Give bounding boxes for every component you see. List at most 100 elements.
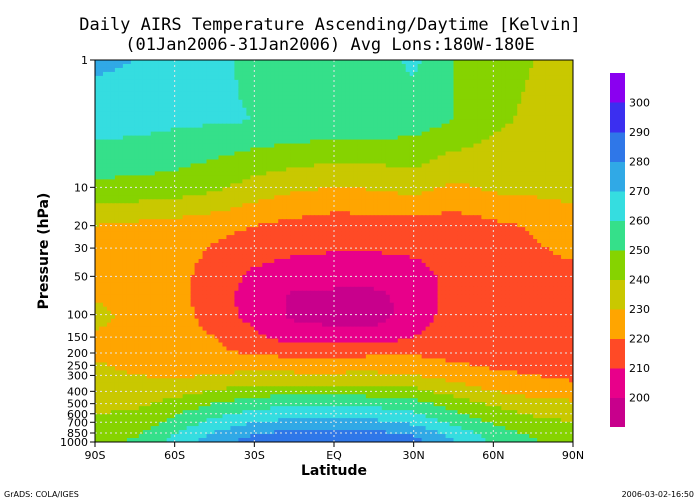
contour-cell xyxy=(226,155,232,161)
contour-cell xyxy=(266,155,271,161)
contour-cell xyxy=(302,99,307,105)
contour-cell xyxy=(95,191,100,196)
contour-cell xyxy=(254,167,259,173)
contour-cell xyxy=(162,127,168,133)
contour-cell xyxy=(266,95,271,101)
contour-cell xyxy=(234,175,239,180)
contour-cell xyxy=(389,107,395,113)
contour-cell xyxy=(178,195,184,200)
contour-cell xyxy=(122,115,128,121)
contour-cell xyxy=(254,199,259,204)
contour-cell xyxy=(569,71,573,77)
contour-cell xyxy=(162,155,168,161)
contour-cell xyxy=(357,135,363,141)
contour-cell xyxy=(118,119,124,125)
contour-cell xyxy=(469,99,475,105)
contour-cell xyxy=(565,143,570,149)
contour-cell xyxy=(469,199,475,204)
contour-cell xyxy=(373,171,379,176)
contour-cell xyxy=(214,60,220,65)
contour-cell xyxy=(521,203,526,208)
contour-cell xyxy=(306,95,311,101)
contour-cell xyxy=(214,155,220,161)
contour-cell xyxy=(473,191,478,196)
contour-cell xyxy=(433,87,439,93)
contour-cell xyxy=(489,123,494,129)
contour-cell xyxy=(405,147,411,153)
contour-cell xyxy=(393,219,399,224)
contour-cell xyxy=(278,83,283,89)
contour-cell xyxy=(242,167,247,173)
contour-cell xyxy=(166,75,172,81)
contour-cell xyxy=(357,99,363,105)
contour-cell xyxy=(485,103,490,109)
contour-cell xyxy=(445,83,451,89)
contour-cell xyxy=(234,199,239,204)
contour-cell xyxy=(258,99,263,105)
contour-cell xyxy=(198,175,204,180)
contour-cell xyxy=(226,119,232,125)
contour-cell xyxy=(146,60,152,65)
contour-cell xyxy=(401,115,407,121)
contour-cell xyxy=(417,99,423,105)
contour-cell xyxy=(122,199,128,204)
contour-cell xyxy=(529,67,534,73)
contour-cell xyxy=(142,75,148,81)
contour-cell xyxy=(365,207,371,212)
contour-cell xyxy=(274,71,279,77)
contour-cell xyxy=(106,159,112,165)
contour-cell xyxy=(186,155,192,161)
contour-cell xyxy=(202,211,208,216)
contour-cell xyxy=(330,155,335,161)
contour-cell xyxy=(158,143,164,149)
contour-cell xyxy=(369,215,375,220)
contour-cell xyxy=(306,195,311,200)
contour-cell xyxy=(521,179,526,184)
contour-cell xyxy=(413,115,419,121)
contour-cell xyxy=(322,131,327,137)
contour-cell xyxy=(377,83,383,89)
contour-cell xyxy=(122,179,128,184)
contour-cell xyxy=(238,79,243,85)
contour-cell xyxy=(298,159,303,165)
contour-cell xyxy=(234,111,239,117)
contour-cell xyxy=(457,123,463,129)
contour-cell xyxy=(130,155,136,161)
contour-cell xyxy=(345,203,351,208)
contour-cell xyxy=(158,103,164,109)
contour-cell xyxy=(162,60,168,65)
contour-cell xyxy=(190,99,196,105)
contour-cell xyxy=(214,67,220,73)
contour-cell xyxy=(401,167,407,173)
contour-cell xyxy=(278,95,283,101)
contour-cell xyxy=(345,87,351,93)
contour-cell xyxy=(194,83,200,89)
contour-cell xyxy=(246,159,251,165)
contour-cell xyxy=(385,91,391,97)
contour-cell xyxy=(306,219,311,224)
contour-cell xyxy=(138,60,144,65)
contour-cell xyxy=(493,167,498,173)
contour-cell xyxy=(537,119,542,125)
contour-cell xyxy=(230,159,236,165)
contour-cell xyxy=(345,103,351,109)
contour-cell xyxy=(437,139,443,145)
contour-cell xyxy=(334,87,339,93)
contour-cell xyxy=(473,135,478,141)
contour-cell xyxy=(170,151,176,157)
contour-cell xyxy=(290,103,295,109)
contour-cell xyxy=(230,107,236,113)
contour-cell xyxy=(182,223,188,228)
contour-cell xyxy=(206,163,212,169)
contour-cell xyxy=(381,187,387,192)
contour-cell xyxy=(485,179,490,184)
contour-cell xyxy=(178,207,184,212)
contour-cell xyxy=(533,111,538,117)
contour-cell xyxy=(226,203,232,208)
contour-cell xyxy=(190,87,196,93)
contour-cell xyxy=(262,167,267,173)
contour-cell xyxy=(118,103,124,109)
contour-cell xyxy=(385,215,391,220)
contour-cell xyxy=(505,115,510,121)
contour-cell xyxy=(413,219,419,224)
